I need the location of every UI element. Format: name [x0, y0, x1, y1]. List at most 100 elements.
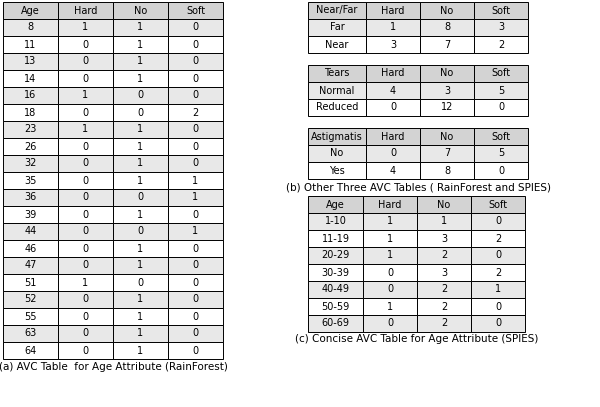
Text: 0: 0: [137, 107, 143, 118]
Bar: [363, 247, 417, 264]
Text: 0: 0: [137, 227, 143, 236]
Bar: [3, 223, 58, 240]
Text: 1: 1: [193, 175, 199, 186]
Text: 0: 0: [82, 210, 89, 219]
Text: 39: 39: [25, 210, 37, 219]
Bar: [58, 70, 113, 87]
Bar: [3, 291, 58, 308]
Bar: [308, 36, 366, 53]
Text: 46: 46: [25, 243, 37, 254]
Text: 0: 0: [82, 295, 89, 304]
Bar: [168, 121, 223, 138]
Text: (c) Concise AVC Table for Age Attribute (SPIES): (c) Concise AVC Table for Age Attribute …: [295, 334, 538, 344]
Text: Near: Near: [325, 39, 349, 50]
Text: 0: 0: [390, 103, 396, 112]
Bar: [113, 155, 168, 172]
Bar: [3, 342, 58, 359]
Text: 1-10: 1-10: [325, 217, 346, 227]
Bar: [168, 257, 223, 274]
Bar: [366, 65, 420, 82]
Text: 0: 0: [82, 57, 89, 66]
Bar: [3, 325, 58, 342]
Bar: [308, 2, 366, 19]
Text: 5: 5: [498, 149, 504, 158]
Bar: [168, 325, 223, 342]
Text: 1: 1: [137, 346, 143, 355]
Bar: [474, 128, 528, 145]
Text: Soft: Soft: [491, 131, 511, 142]
Text: Hard: Hard: [382, 68, 404, 79]
Bar: [58, 274, 113, 291]
Text: 1: 1: [387, 250, 393, 260]
Text: 2: 2: [193, 107, 199, 118]
Bar: [113, 274, 168, 291]
Text: 32: 32: [25, 158, 37, 168]
Text: 2: 2: [498, 39, 504, 50]
Bar: [3, 2, 58, 19]
Text: Astigmatis: Astigmatis: [311, 131, 363, 142]
Text: 1: 1: [137, 260, 143, 271]
Bar: [366, 145, 420, 162]
Bar: [168, 36, 223, 53]
Text: 1: 1: [137, 243, 143, 254]
Bar: [113, 70, 168, 87]
Bar: [3, 274, 58, 291]
Text: 11-19: 11-19: [322, 234, 349, 243]
Bar: [308, 298, 363, 315]
Text: (a) AVC Table  for Age Attribute (RainForest): (a) AVC Table for Age Attribute (RainFor…: [0, 362, 227, 372]
Text: 0: 0: [387, 319, 393, 328]
Bar: [58, 2, 113, 19]
Bar: [420, 145, 474, 162]
Bar: [58, 308, 113, 325]
Bar: [58, 240, 113, 257]
Bar: [113, 53, 168, 70]
Text: 0: 0: [495, 217, 501, 227]
Text: 8: 8: [444, 22, 450, 33]
Bar: [417, 315, 471, 332]
Bar: [168, 70, 223, 87]
Bar: [308, 213, 363, 230]
Bar: [474, 2, 528, 19]
Bar: [168, 240, 223, 257]
Bar: [363, 264, 417, 281]
Bar: [58, 19, 113, 36]
Bar: [58, 172, 113, 189]
Text: 1: 1: [137, 311, 143, 322]
Bar: [113, 87, 168, 104]
Bar: [168, 138, 223, 155]
Text: No: No: [437, 199, 451, 210]
Bar: [363, 281, 417, 298]
Bar: [471, 315, 525, 332]
Bar: [474, 19, 528, 36]
Bar: [168, 223, 223, 240]
Bar: [113, 121, 168, 138]
Bar: [113, 138, 168, 155]
Bar: [168, 19, 223, 36]
Text: 20-29: 20-29: [322, 250, 350, 260]
Bar: [420, 19, 474, 36]
Bar: [366, 2, 420, 19]
Bar: [168, 87, 223, 104]
Bar: [3, 19, 58, 36]
Text: Soft: Soft: [491, 68, 511, 79]
Text: 44: 44: [25, 227, 37, 236]
Text: 0: 0: [387, 267, 393, 278]
Text: 0: 0: [193, 260, 199, 271]
Text: Soft: Soft: [186, 6, 205, 15]
Bar: [113, 291, 168, 308]
Bar: [113, 36, 168, 53]
Text: 2: 2: [441, 284, 447, 295]
Text: Yes: Yes: [329, 166, 345, 175]
Text: 1: 1: [137, 158, 143, 168]
Text: 1: 1: [137, 328, 143, 339]
Text: 0: 0: [193, 90, 199, 101]
Text: 0: 0: [498, 166, 504, 175]
Bar: [113, 2, 168, 19]
Text: 0: 0: [193, 39, 199, 50]
Text: 0: 0: [193, 22, 199, 33]
Text: 1: 1: [137, 57, 143, 66]
Text: 63: 63: [25, 328, 37, 339]
Text: 1: 1: [387, 217, 393, 227]
Text: 1: 1: [82, 90, 89, 101]
Bar: [168, 2, 223, 19]
